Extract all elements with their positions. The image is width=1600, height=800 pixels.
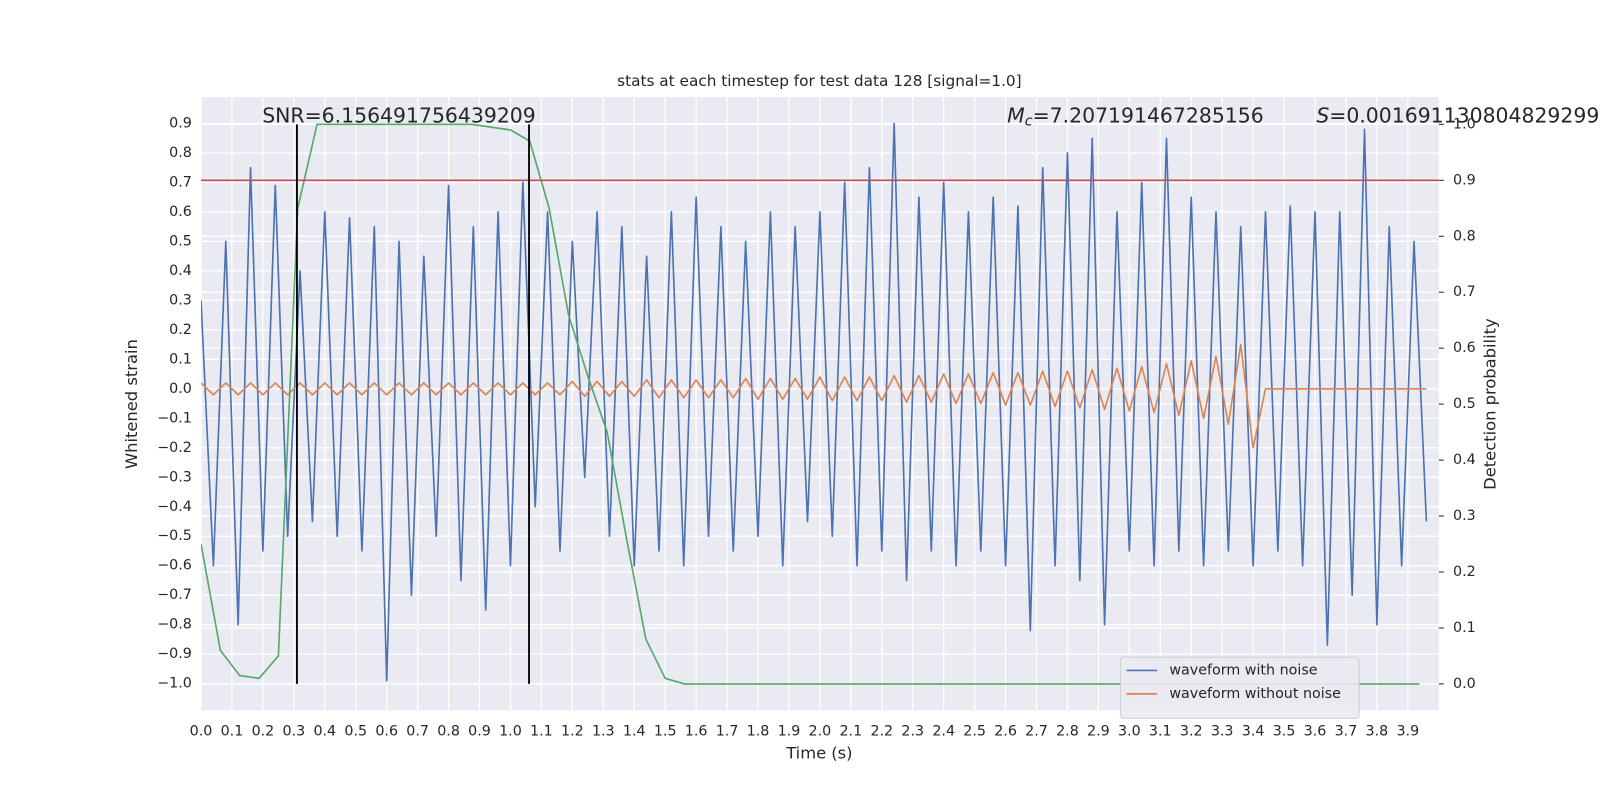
x-tick-label: 2.6 [994, 724, 1017, 740]
x-tick-label: 3.0 [1118, 724, 1141, 740]
mc-annotation: Mc=7.207191467285156 [1007, 103, 1264, 129]
grid [200, 96, 1439, 711]
y-tick-label: −0.3 [157, 469, 192, 485]
y-tick-label: 0.3 [169, 292, 192, 308]
x-tick-label: 3.9 [1396, 724, 1419, 740]
s-value: =0.001691130804829299 [1329, 103, 1599, 127]
y-tick-label: −0.9 [157, 646, 192, 662]
y-tick-label: −0.7 [157, 587, 192, 603]
y2-tick-label: 0.9 [1453, 172, 1476, 188]
x-tick-label: 0.9 [468, 724, 491, 740]
y-tick-label: 0.7 [169, 174, 192, 190]
x-tick-label: 2.5 [963, 724, 986, 740]
y-tick-label: 0.2 [169, 322, 192, 338]
x-tick-label: 1.9 [778, 724, 801, 740]
x-tick-label: 2.1 [839, 724, 862, 740]
y-tick-label: 0.1 [169, 351, 192, 367]
x-tick-label: 1.1 [530, 724, 553, 740]
y-tick-label: 0.6 [169, 204, 192, 220]
legend-label: waveform without noise [1169, 686, 1341, 702]
x-tick-label: 3.2 [1180, 724, 1203, 740]
x-tick-label: 3.4 [1242, 724, 1265, 740]
x-tick-label: 3.8 [1366, 724, 1389, 740]
y-tick-label: 0.5 [169, 233, 192, 249]
x-tick-label: 2.8 [1056, 724, 1079, 740]
x-tick-label: 0.5 [344, 724, 367, 740]
legend-box [1119, 656, 1360, 719]
s-annotation: S=0.001691130804829299 [1316, 103, 1599, 127]
y-tick-label: −0.8 [157, 617, 192, 633]
mc-symbol: M [1007, 103, 1025, 127]
x-tick-label: 1.3 [592, 724, 615, 740]
y-tick-label: 0.8 [169, 145, 192, 161]
x-tick-label: 3.1 [1149, 724, 1172, 740]
x-axis-label: Time (s) [785, 744, 852, 763]
x-tick-label: 2.9 [1087, 724, 1110, 740]
x-tick-label: 1.6 [685, 724, 708, 740]
mc-subscript: c [1025, 113, 1033, 129]
x-tick-label: 1.2 [561, 724, 584, 740]
x-tick-label: 3.5 [1273, 724, 1296, 740]
chart-title: stats at each timestep for test data 128… [617, 72, 1022, 90]
y-tick-label: 0.0 [169, 381, 192, 397]
x-tick-label: 2.3 [901, 724, 924, 740]
y2-tick-label: 0.4 [1453, 452, 1476, 468]
y-axis-label: Whitened strain [122, 339, 141, 469]
y-tick-label: 0.4 [169, 263, 192, 279]
x-tick-label: 3.6 [1304, 724, 1327, 740]
y2-axis-label: Detection probability [1480, 318, 1499, 490]
s-symbol: S [1316, 103, 1329, 127]
snr-annotation: SNR=6.156491756439209 [262, 103, 536, 127]
legend: waveform with noise waveform without nois… [1119, 656, 1360, 719]
x-tick-label: 1.7 [716, 724, 739, 740]
x-tick-label: 0.2 [252, 724, 275, 740]
x-tick-label: 2.4 [932, 724, 955, 740]
y-tick-label: −0.4 [157, 499, 192, 515]
y-tick-label: −0.5 [157, 528, 192, 544]
axes: 0.0 0.1 0.2 0.3 0.4 0.5 0.6 0.7 0.8 0.9 1.0 1.1 1.2 1… [157, 115, 1476, 739]
y-tick-label: −0.6 [157, 558, 192, 574]
mc-value: =7.207191467285156 [1033, 103, 1264, 127]
x-tick-label: 1.0 [499, 724, 522, 740]
x-tick-label: 2.2 [870, 724, 893, 740]
y2-tick-label: 0.8 [1453, 228, 1476, 244]
x-tick-label: 0.8 [437, 724, 460, 740]
y2-tick-label: 1.0 [1453, 116, 1476, 132]
y-tick-label: −0.1 [157, 410, 192, 426]
x-tick-label: 2.7 [1025, 724, 1048, 740]
legend-label: waveform with noise [1169, 662, 1317, 678]
y-tick-label: −1.0 [157, 676, 192, 692]
y-tick-label: 0.9 [169, 115, 192, 131]
x-tick-label: 2.0 [809, 724, 832, 740]
y2-tick-label: 0.7 [1453, 284, 1476, 300]
x-tick-label: 3.7 [1335, 724, 1358, 740]
x-tick-label: 0.6 [375, 724, 398, 740]
y2-tick-label: 0.2 [1453, 564, 1476, 580]
x-tick-label: 0.4 [313, 724, 336, 740]
y2-tick-label: 0.1 [1453, 620, 1476, 636]
x-tick-label: 1.4 [623, 724, 646, 740]
y2-tick-label: 0.5 [1453, 396, 1476, 412]
x-tick-label: 0.3 [283, 724, 306, 740]
series-line [201, 343, 1427, 449]
y2-tick-label: 0.6 [1453, 340, 1476, 356]
series-line [201, 122, 1428, 682]
y-tick-label: −0.2 [157, 440, 192, 456]
x-tick-label: 0.7 [406, 724, 429, 740]
x-tick-label: 0.1 [221, 724, 244, 740]
x-tick-label: 0.0 [190, 724, 213, 740]
y2-tick-label: 0.3 [1453, 508, 1476, 524]
x-tick-label: 1.5 [654, 724, 677, 740]
x-tick-label: 3.3 [1211, 724, 1234, 740]
x-tick-label: 1.8 [747, 724, 770, 740]
y2-tick-label: 0.0 [1453, 676, 1476, 692]
